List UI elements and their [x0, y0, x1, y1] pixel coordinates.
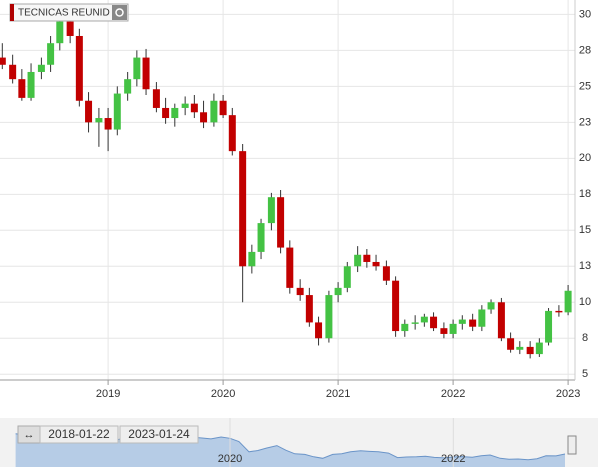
- candle-body: [9, 64, 17, 80]
- candle-body: [219, 100, 227, 116]
- y-tick-label: 28: [579, 44, 591, 56]
- from-date: 2018-01-22: [48, 427, 110, 441]
- candle-body: [411, 322, 419, 324]
- candle-body: [239, 151, 247, 267]
- y-tick-label: 23: [579, 116, 591, 128]
- candle-body: [267, 197, 275, 224]
- chart-title: TECNICAS REUNID: [18, 8, 110, 19]
- candle-body: [469, 319, 477, 327]
- candle-body: [190, 103, 198, 113]
- candle-body: [555, 310, 563, 313]
- candle-body: [545, 310, 553, 343]
- y-tick-label: 5: [582, 368, 588, 380]
- candle-body: [162, 107, 170, 119]
- candle-body: [181, 103, 189, 108]
- candle-body: [0, 57, 6, 65]
- x-tick-label: 2020: [211, 388, 235, 400]
- candle-body: [507, 338, 515, 350]
- candle-body: [142, 57, 150, 90]
- candle-body: [248, 251, 256, 267]
- candle-body: [257, 223, 265, 252]
- x-tick-label: 2021: [326, 388, 350, 400]
- title-badge: TECNICAS REUNID: [9, 3, 129, 22]
- from-input[interactable]: [39, 425, 119, 444]
- date-range: ↔ 2018-01-22 2023-01-24: [17, 425, 199, 444]
- candle-body: [392, 280, 400, 332]
- candle-body: [487, 302, 495, 310]
- y-tick-label: 25: [579, 80, 591, 92]
- y-tick-label: 20: [579, 152, 591, 164]
- candle-body: [354, 254, 362, 267]
- candle-body: [382, 266, 390, 281]
- badge-stripe: [10, 4, 14, 21]
- candle-body: [325, 295, 333, 339]
- candle-body: [228, 115, 236, 152]
- y-tick-label: 13: [579, 260, 591, 272]
- candle-body: [95, 118, 103, 123]
- candle-body: [478, 309, 486, 327]
- candle-body: [277, 197, 285, 248]
- candle-body: [133, 57, 141, 80]
- x-tick-label: 2019: [96, 388, 120, 400]
- candle-body: [497, 302, 505, 339]
- y-tick-label: 30: [579, 8, 591, 20]
- candle-body: [18, 79, 26, 98]
- candle-body: [420, 316, 428, 323]
- candle-body: [343, 266, 351, 288]
- refresh-icon: [115, 8, 124, 17]
- to-date: 2023-01-24: [128, 427, 190, 441]
- candle-body: [526, 346, 534, 355]
- candle-body: [171, 107, 179, 119]
- candle-body: [363, 254, 371, 262]
- candle-body: [315, 322, 323, 339]
- candle-body: [75, 35, 83, 101]
- candle-body: [430, 316, 438, 329]
- refresh-button[interactable]: [112, 5, 127, 20]
- candle-body: [124, 79, 132, 94]
- navigator-tick-label: 2022: [441, 453, 465, 465]
- candle-body: [47, 43, 55, 65]
- candle-body: [85, 100, 93, 123]
- candle-body: [334, 287, 342, 296]
- candle-body: [458, 319, 466, 324]
- candle-body: [37, 64, 45, 72]
- candle-body: [104, 118, 112, 130]
- navigator-handle[interactable]: [567, 435, 577, 455]
- candle-body: [296, 287, 304, 296]
- candle-body: [27, 71, 35, 98]
- candle-body: [516, 346, 524, 350]
- candle-body: [200, 112, 208, 123]
- y-tick-label: 8: [582, 332, 588, 344]
- candle-body: [449, 323, 457, 334]
- candle-body: [401, 323, 409, 332]
- candle-body: [440, 328, 448, 334]
- candle-body: [286, 247, 294, 288]
- x-tick-label: 2022: [441, 388, 465, 400]
- candle-body: [372, 261, 380, 267]
- y-tick-label: 10: [579, 296, 591, 308]
- candle-body: [66, 21, 74, 36]
- candle-body: [535, 342, 543, 355]
- x-tick-label: 2023: [556, 388, 580, 400]
- candle-body: [152, 89, 160, 108]
- candle-body: [56, 21, 64, 44]
- candle-body: [113, 93, 121, 130]
- to-input[interactable]: [119, 425, 199, 444]
- candle-body: [305, 295, 313, 323]
- y-tick-label: 15: [579, 224, 591, 236]
- candle-body: [564, 290, 572, 313]
- candle-body: [210, 100, 218, 123]
- range-arrow: ↔: [24, 429, 35, 441]
- y-tick-label: 18: [579, 188, 591, 200]
- navigator-tick-label: 2020: [218, 453, 242, 465]
